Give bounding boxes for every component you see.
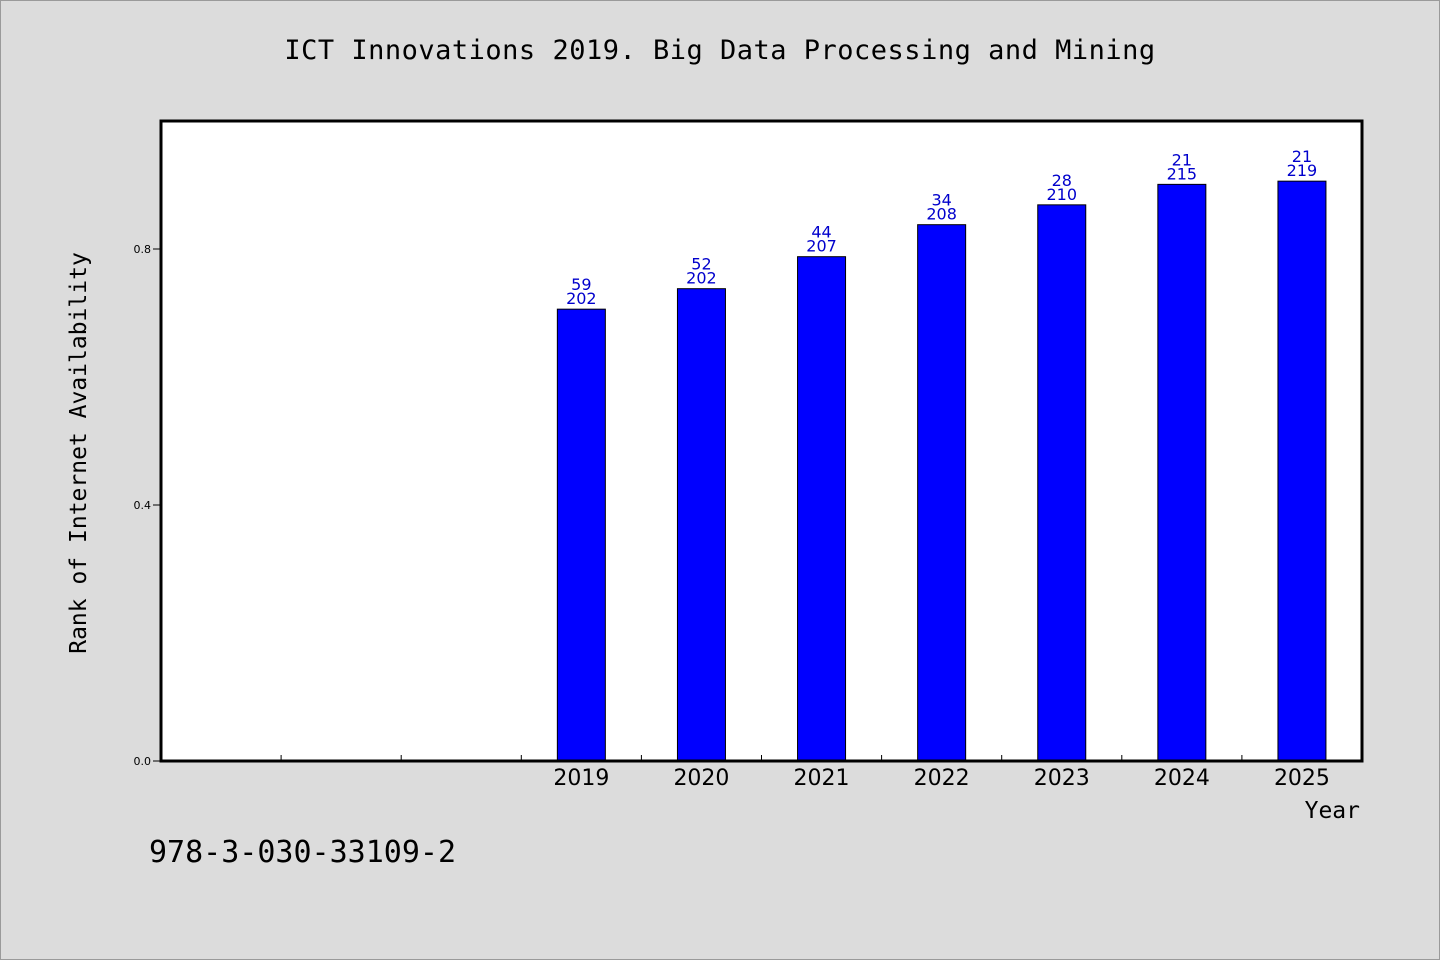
bar-label-top-2019: 59 xyxy=(571,275,591,294)
bar-label-bottom-2019: 202 xyxy=(566,289,597,308)
y-tick-label: 0.8 xyxy=(134,243,152,256)
bar-2023 xyxy=(1037,204,1087,762)
bar-label-bottom-2024: 215 xyxy=(1167,164,1198,183)
bar-2019 xyxy=(556,308,606,762)
bar-2020 xyxy=(676,288,726,762)
y-tick-label: 0.0 xyxy=(134,755,152,768)
bar-2025 xyxy=(1277,180,1327,762)
bar-2021 xyxy=(797,256,847,762)
isbn-text: 978-3-030-33109-2 xyxy=(149,835,457,870)
x-tick-label-2022: 2022 xyxy=(914,766,970,791)
bar-label-bottom-2020: 202 xyxy=(686,269,717,288)
bar-label-bottom-2025: 219 xyxy=(1287,161,1318,180)
bar-label-top-2021: 44 xyxy=(811,223,831,242)
x-tick-label-2019: 2019 xyxy=(553,766,609,791)
bar-label-top-2020: 52 xyxy=(691,255,711,274)
bar-2022 xyxy=(917,224,967,762)
x-tick-label-2021: 2021 xyxy=(794,766,850,791)
bar-label-top-2023: 28 xyxy=(1052,171,1072,190)
x-axis-label: Year xyxy=(1305,798,1360,824)
bar-label-bottom-2021: 207 xyxy=(806,237,837,256)
x-tick-label-2024: 2024 xyxy=(1154,766,1210,791)
x-tick-label-2020: 2020 xyxy=(673,766,729,791)
y-tick-label: 0.4 xyxy=(134,499,152,512)
y-axis-label: Rank of Internet Availability xyxy=(66,252,92,654)
bar-2024 xyxy=(1157,183,1207,762)
bar-label-top-2025: 21 xyxy=(1292,147,1312,166)
bar-label-top-2024: 21 xyxy=(1172,150,1192,169)
bar-label-bottom-2022: 208 xyxy=(926,205,957,224)
x-tick-label-2023: 2023 xyxy=(1034,766,1090,791)
chart-title: ICT Innovations 2019. Big Data Processin… xyxy=(284,35,1156,66)
bar-label-top-2022: 34 xyxy=(931,191,951,210)
bar-label-bottom-2023: 210 xyxy=(1046,185,1077,204)
x-tick-label-2025: 2025 xyxy=(1274,766,1330,791)
plot-frame xyxy=(159,119,1364,763)
